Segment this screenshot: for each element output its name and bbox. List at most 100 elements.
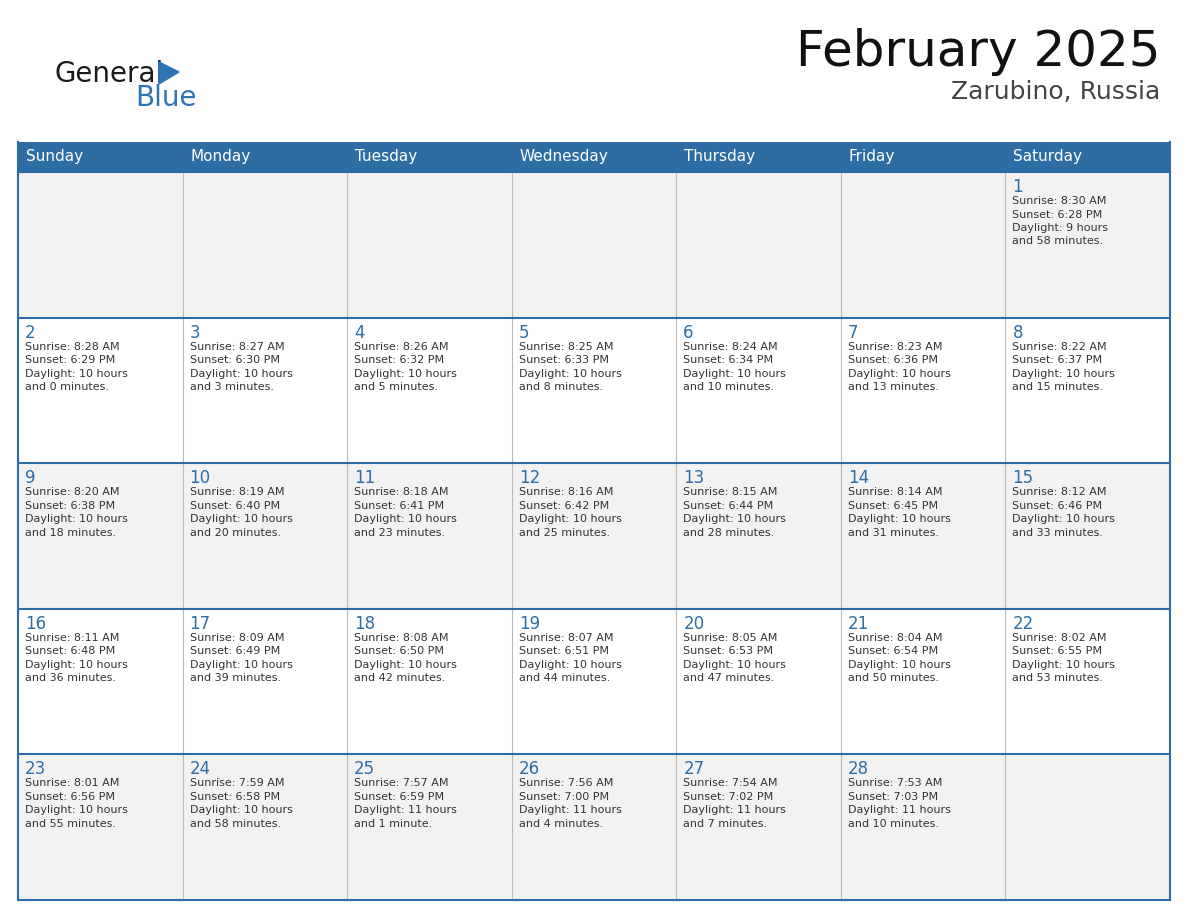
Text: Wednesday: Wednesday [519,150,608,164]
Text: Sunrise: 7:56 AM: Sunrise: 7:56 AM [519,778,613,789]
Text: Daylight: 10 hours: Daylight: 10 hours [848,369,950,378]
Text: Daylight: 10 hours: Daylight: 10 hours [354,369,457,378]
Text: Daylight: 11 hours: Daylight: 11 hours [354,805,457,815]
Text: Sunset: 7:02 PM: Sunset: 7:02 PM [683,792,773,802]
Text: 6: 6 [683,324,694,341]
Text: Sunrise: 8:02 AM: Sunrise: 8:02 AM [1012,633,1107,643]
Text: and 20 minutes.: and 20 minutes. [190,528,280,538]
Text: Sunset: 6:54 PM: Sunset: 6:54 PM [848,646,939,656]
Text: 25: 25 [354,760,375,778]
Text: Sunday: Sunday [26,150,83,164]
Text: Zarubino, Russia: Zarubino, Russia [950,80,1159,104]
Text: 15: 15 [1012,469,1034,487]
Text: Sunrise: 8:19 AM: Sunrise: 8:19 AM [190,487,284,498]
Bar [18,172,183,318]
Text: and 33 minutes.: and 33 minutes. [1012,528,1104,538]
Text: and 58 minutes.: and 58 minutes. [1012,237,1104,247]
Text: 13: 13 [683,469,704,487]
Text: Daylight: 10 hours: Daylight: 10 hours [190,805,292,815]
Bar [18,318,183,464]
Text: and 53 minutes.: and 53 minutes. [1012,673,1104,683]
Text: and 36 minutes.: and 36 minutes. [25,673,116,683]
Text: 5: 5 [519,324,529,341]
Text: Sunset: 6:50 PM: Sunset: 6:50 PM [354,646,444,656]
Text: and 23 minutes.: and 23 minutes. [354,528,446,538]
Text: Sunrise: 8:30 AM: Sunrise: 8:30 AM [1012,196,1107,206]
Bar [1005,172,1170,318]
Text: Daylight: 10 hours: Daylight: 10 hours [25,660,128,670]
Text: Sunrise: 8:04 AM: Sunrise: 8:04 AM [848,633,942,643]
Text: and 47 minutes.: and 47 minutes. [683,673,775,683]
Text: Daylight: 10 hours: Daylight: 10 hours [683,660,786,670]
Text: Daylight: 10 hours: Daylight: 10 hours [848,660,950,670]
Bar [18,464,183,609]
Text: Friday: Friday [849,150,896,164]
Text: and 8 minutes.: and 8 minutes. [519,382,602,392]
Text: Daylight: 10 hours: Daylight: 10 hours [519,514,621,524]
Polygon shape [159,62,179,84]
Text: 22: 22 [1012,615,1034,633]
Text: Sunrise: 8:01 AM: Sunrise: 8:01 AM [25,778,119,789]
Bar [347,172,512,318]
Bar [183,318,347,464]
Bar [183,172,347,318]
Text: and 5 minutes.: and 5 minutes. [354,382,438,392]
Text: Daylight: 10 hours: Daylight: 10 hours [25,514,128,524]
Text: 16: 16 [25,615,46,633]
Text: Daylight: 10 hours: Daylight: 10 hours [190,369,292,378]
Text: Sunset: 6:55 PM: Sunset: 6:55 PM [1012,646,1102,656]
Text: Sunrise: 8:09 AM: Sunrise: 8:09 AM [190,633,284,643]
Text: Daylight: 10 hours: Daylight: 10 hours [25,805,128,815]
Bar [676,142,841,172]
Text: Sunset: 6:30 PM: Sunset: 6:30 PM [190,355,279,365]
Text: Sunrise: 7:53 AM: Sunrise: 7:53 AM [848,778,942,789]
Bar [18,609,183,755]
Text: and 10 minutes.: and 10 minutes. [683,382,775,392]
Text: Sunset: 6:58 PM: Sunset: 6:58 PM [190,792,279,802]
Text: 21: 21 [848,615,870,633]
Bar [676,172,841,318]
Text: 3: 3 [190,324,201,341]
Text: Sunrise: 8:18 AM: Sunrise: 8:18 AM [354,487,449,498]
Text: Monday: Monday [190,150,251,164]
Bar [841,172,1005,318]
Text: Sunset: 6:29 PM: Sunset: 6:29 PM [25,355,115,365]
Text: Daylight: 10 hours: Daylight: 10 hours [519,369,621,378]
Text: Daylight: 11 hours: Daylight: 11 hours [519,805,621,815]
Text: Daylight: 10 hours: Daylight: 10 hours [683,514,786,524]
Text: 28: 28 [848,760,868,778]
Bar [18,755,183,900]
Text: Sunrise: 8:05 AM: Sunrise: 8:05 AM [683,633,778,643]
Text: and 28 minutes.: and 28 minutes. [683,528,775,538]
Text: Sunrise: 8:14 AM: Sunrise: 8:14 AM [848,487,942,498]
Text: General: General [55,60,164,88]
Bar [347,609,512,755]
Text: Sunset: 6:44 PM: Sunset: 6:44 PM [683,500,773,510]
Text: and 13 minutes.: and 13 minutes. [848,382,939,392]
Text: Daylight: 10 hours: Daylight: 10 hours [190,514,292,524]
Text: and 10 minutes.: and 10 minutes. [848,819,939,829]
Bar [1005,755,1170,900]
Text: and 39 minutes.: and 39 minutes. [190,673,280,683]
Bar [183,609,347,755]
Text: Sunrise: 8:28 AM: Sunrise: 8:28 AM [25,341,120,352]
Text: Daylight: 10 hours: Daylight: 10 hours [25,369,128,378]
Bar [841,142,1005,172]
Text: Sunrise: 8:15 AM: Sunrise: 8:15 AM [683,487,778,498]
Text: Sunset: 6:41 PM: Sunset: 6:41 PM [354,500,444,510]
Text: Sunrise: 8:12 AM: Sunrise: 8:12 AM [1012,487,1107,498]
Text: Sunset: 6:34 PM: Sunset: 6:34 PM [683,355,773,365]
Bar [1005,318,1170,464]
Text: Sunrise: 8:26 AM: Sunrise: 8:26 AM [354,341,449,352]
Bar [841,318,1005,464]
Bar [676,609,841,755]
Text: 8: 8 [1012,324,1023,341]
Text: 27: 27 [683,760,704,778]
Text: Thursday: Thursday [684,150,756,164]
Text: and 42 minutes.: and 42 minutes. [354,673,446,683]
Text: and 50 minutes.: and 50 minutes. [848,673,939,683]
Text: Daylight: 10 hours: Daylight: 10 hours [1012,369,1116,378]
Text: Daylight: 10 hours: Daylight: 10 hours [519,660,621,670]
Text: Sunrise: 8:20 AM: Sunrise: 8:20 AM [25,487,120,498]
Text: Sunrise: 7:59 AM: Sunrise: 7:59 AM [190,778,284,789]
